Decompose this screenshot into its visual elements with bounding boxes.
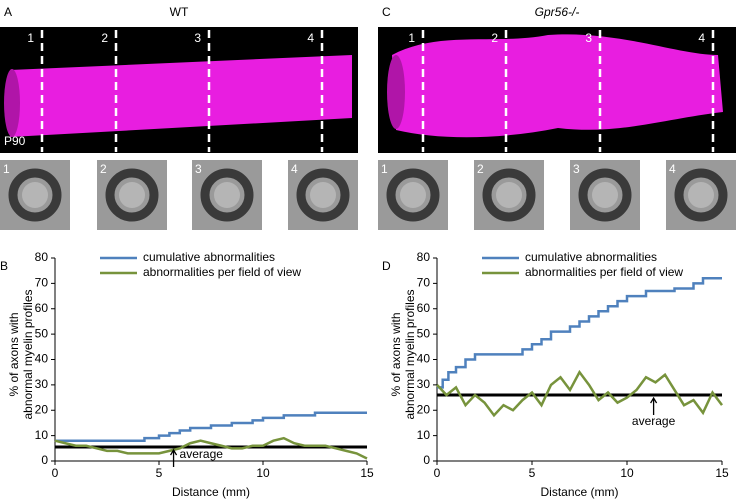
y-tick-label: 0 [41,453,48,467]
thumb-label: 3 [195,162,202,176]
x-tick-label: 0 [434,466,441,480]
axon [214,182,240,208]
thumb-label: 1 [3,162,10,176]
y-tick-label: 20 [35,402,49,416]
y-tick-label: 40 [417,352,431,366]
axon [119,182,145,208]
y-tick-label: 30 [35,377,49,391]
y-axis-label: abnormal myelin profiles [21,289,35,419]
y-tick-label: 50 [417,326,431,340]
y-tick-label: 40 [35,352,49,366]
legend-label: abnormalities per field of view [525,265,683,279]
y-axis-label: % of axons with [389,312,403,396]
axon [400,182,426,208]
y-tick-label: 60 [417,301,431,315]
sheath-end [4,69,20,137]
average-arrow [170,448,178,468]
age-label: P90 [4,134,26,148]
axon [310,182,336,208]
thumb-label: 3 [573,162,580,176]
y-tick-label: 70 [417,276,431,290]
x-tick-label: 10 [256,466,270,480]
legend-label: cumulative abnormalities [143,250,275,264]
myelin-ring [482,168,536,222]
x-tick-label: 15 [715,466,729,480]
myelin-ring [296,168,350,222]
y-tick-label: 50 [35,326,49,340]
thumb-label: 1 [381,162,388,176]
myelin-sheath [10,55,352,137]
average-arrow [650,396,658,416]
x-axis-label: Distance (mm) [172,485,250,499]
legend-label: abnormalities per field of view [143,265,301,279]
x-axis-label: Distance (mm) [540,485,618,499]
thumb-label: 4 [669,162,676,176]
sheath-end [387,55,405,129]
myelin-ring [105,168,159,222]
axon [22,182,48,208]
marker-label: 3 [585,31,592,45]
marker-label: 4 [307,31,314,45]
x-tick-label: 5 [529,466,536,480]
legend-label: cumulative abnormalities [525,250,657,264]
marker-label: 1 [27,31,34,45]
panel-title: WT [170,5,189,19]
y-tick-label: 0 [423,453,430,467]
y-tick-label: 60 [35,301,49,315]
series-line [437,277,722,389]
thumb-label: 2 [100,162,107,176]
thumb-label: 4 [291,162,298,176]
series-line [54,436,368,460]
panel-letter: B [0,259,8,273]
x-tick-label: 5 [156,466,163,480]
y-tick-label: 30 [417,377,431,391]
average-label: average [632,414,676,428]
panel-letter: D [382,259,391,273]
myelin-ring [386,168,440,222]
panel-letter: C [382,5,391,19]
panel-letter: A [4,5,12,19]
thumb-label: 2 [477,162,484,176]
panel-title: Gpr56-/- [535,5,580,19]
average-label: average [180,447,224,461]
marker-label: 2 [101,31,108,45]
y-axis-label: abnormal myelin profiles [403,289,417,419]
y-tick-label: 10 [35,428,49,442]
y-axis-label: % of axons with [7,312,21,396]
axon [688,182,714,208]
series-line [55,411,367,442]
x-tick-label: 0 [52,466,59,480]
x-tick-label: 15 [360,466,374,480]
marker-label: 3 [194,31,201,45]
myelin-ring [674,168,728,222]
y-tick-label: 20 [417,402,431,416]
x-tick-label: 10 [620,466,634,480]
marker-label: 4 [698,31,705,45]
y-tick-label: 10 [417,428,431,442]
y-tick-label: 80 [35,250,49,264]
marker-label: 1 [408,31,415,45]
myelin-ring [8,168,62,222]
axon [592,182,618,208]
y-tick-label: 70 [35,276,49,290]
marker-label: 2 [491,31,498,45]
myelin-ring [578,168,632,222]
axon [496,182,522,208]
myelin-ring [200,168,254,222]
series-line [436,369,724,418]
y-tick-label: 80 [417,250,431,264]
myelin-sheath [392,34,723,138]
